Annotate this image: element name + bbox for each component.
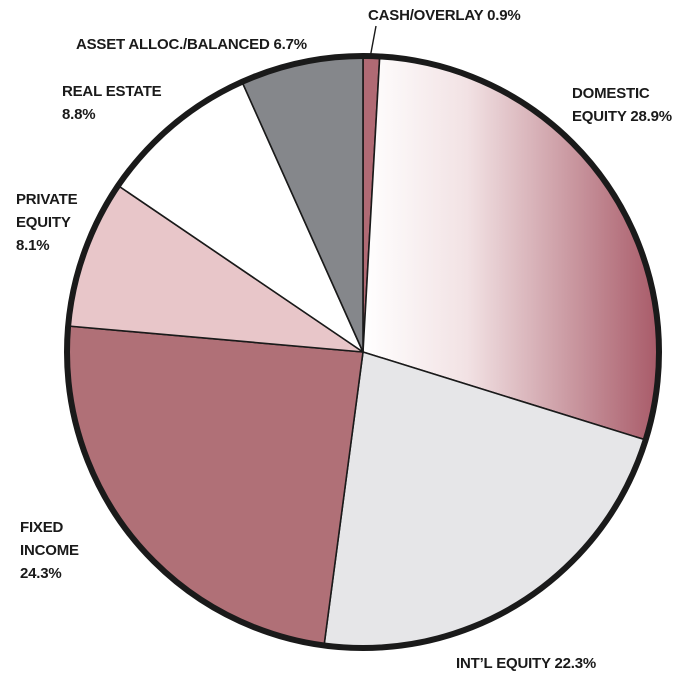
label-line: EQUITY [16,214,71,231]
slice-label-real-estate: REAL ESTATE 8.8% [62,80,162,126]
slices-group [66,55,660,649]
label-line: INCOME [20,542,79,559]
pie-slice-fixed-income [66,325,364,647]
label-line: FIXED [20,519,64,536]
slice-label-domestic-equity: DOMESTIC EQUITY 28.9% [572,82,672,128]
label-line: INT’L EQUITY 22.3% [456,655,597,672]
cash-overlay-leader-line [369,25,377,59]
slice-label-fixed-income: FIXED INCOME 24.3% [20,516,79,585]
slice-label-asset-alloc-balanced: ASSET ALLOC./BALANCED 6.7% [76,33,307,56]
slice-label-cash-overlay: CASH/OVERLAY 0.9% [368,4,521,27]
label-line: 8.1% [16,237,50,254]
label-line: PRIVATE [16,191,78,208]
slice-label-private-equity: PRIVATE EQUITY 8.1% [16,188,78,257]
label-line: EQUITY 28.9% [572,108,672,125]
pie-outline [64,53,662,651]
label-line: DOMESTIC [572,85,650,102]
label-line: ASSET ALLOC./BALANCED 6.7% [76,36,307,53]
label-line: CASH/OVERLAY 0.9% [368,7,521,24]
label-line: REAL ESTATE [62,83,162,100]
label-line: 24.3% [20,565,62,582]
label-line: 8.8% [62,106,96,123]
slice-label-intl-equity: INT’L EQUITY 22.3% [456,652,596,675]
